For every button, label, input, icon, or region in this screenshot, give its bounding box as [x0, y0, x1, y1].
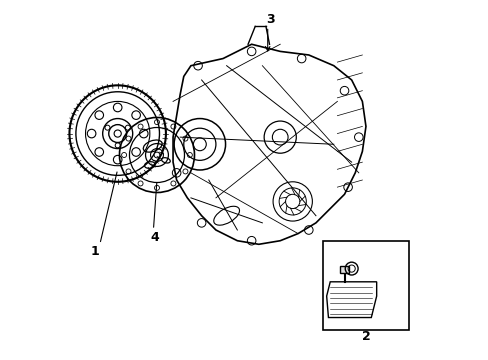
Text: 2: 2 — [361, 330, 369, 343]
Circle shape — [154, 152, 160, 158]
Text: 4: 4 — [150, 231, 159, 244]
Bar — [340, 266, 348, 273]
Text: 1: 1 — [90, 245, 99, 258]
Bar — [323, 241, 408, 330]
Text: 3: 3 — [265, 13, 274, 26]
Circle shape — [114, 130, 121, 137]
